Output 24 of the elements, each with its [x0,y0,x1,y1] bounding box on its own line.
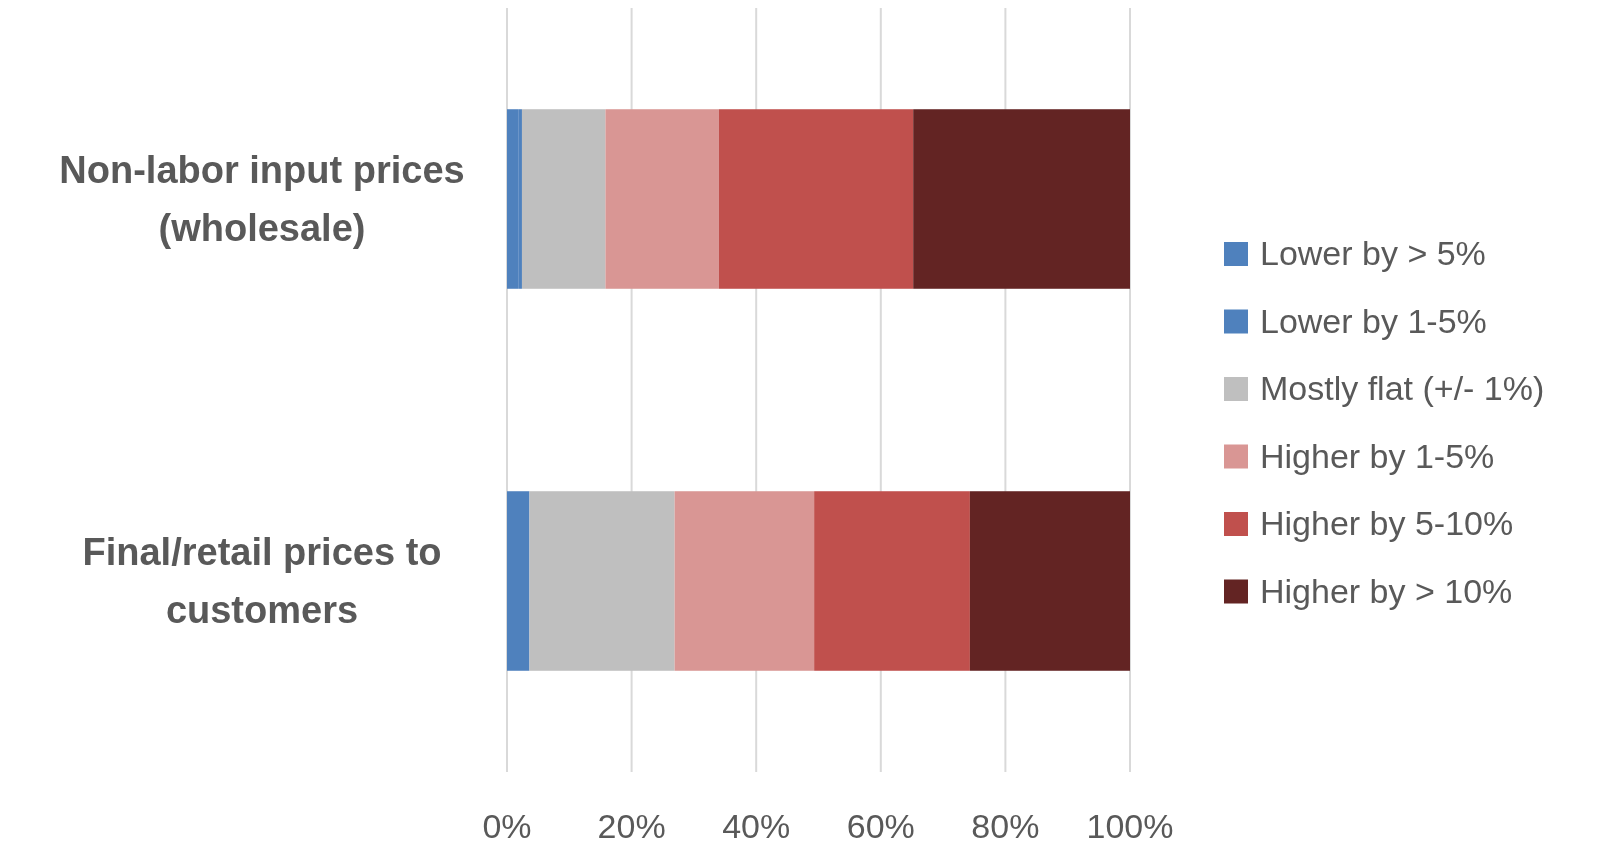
legend-label: Lower by 1-5% [1260,301,1487,340]
bar [507,109,519,289]
bar [529,491,675,671]
legend-label: Mostly flat (+/- 1%) [1260,369,1545,407]
legend-label: Higher by 1-5% [1260,436,1495,475]
bar [674,491,815,671]
legend-label: Lower by > 5% [1260,234,1486,272]
bar [814,491,970,671]
legend-label: Higher by > 10% [1260,571,1513,610]
bar [718,109,914,289]
x-tick-label: 100% [1086,807,1174,845]
legend-label: Higher by 5-10% [1260,504,1514,542]
y-tick-label: Final/retail prices to customers [82,531,442,631]
bar [507,491,530,671]
y-tick-label: Non-labor input prices (wholesale) [59,149,465,249]
x-tick-label: 20% [597,807,666,845]
bar [969,491,1130,671]
bar [913,109,1130,289]
bar [605,109,719,289]
x-tick-label: 40% [722,807,791,845]
x-tick-label: 60% [846,807,915,845]
x-tick-label: 80% [971,807,1040,845]
x-tick-label: 0% [482,807,532,845]
bar [521,109,606,289]
